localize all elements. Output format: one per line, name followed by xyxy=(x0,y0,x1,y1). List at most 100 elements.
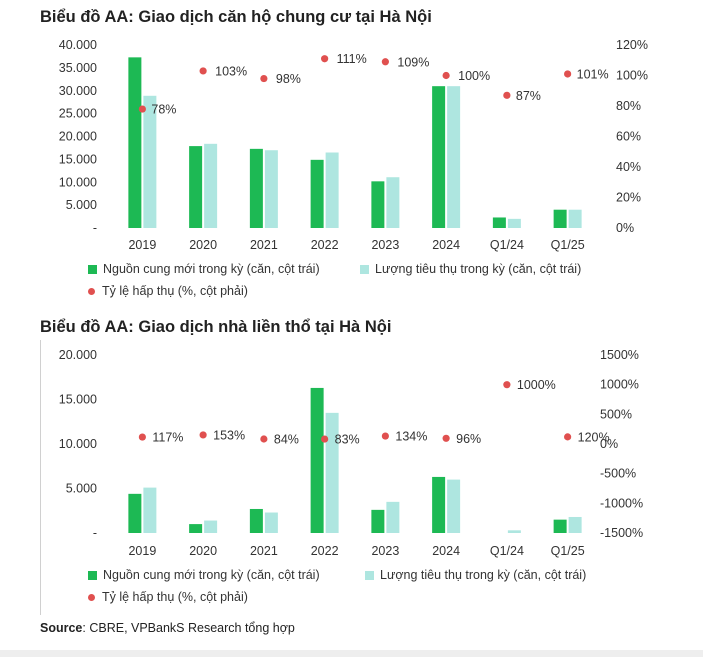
bar-supply xyxy=(553,519,567,533)
bar-sales xyxy=(143,487,157,533)
chart-2-legend-sales: Lượng tiêu thụ trong kỳ (căn, cột trái) xyxy=(365,568,586,582)
legend-label-sales: Lượng tiêu thụ trong kỳ (căn, cột trái) xyxy=(375,262,582,276)
x-tick-label: 2019 xyxy=(128,544,156,558)
chart-1-legend-supply: Nguồn cung mới trong kỳ (căn, cột trái) xyxy=(88,262,320,276)
legend-swatch-sales xyxy=(365,570,374,580)
x-tick-label: Q1/24 xyxy=(490,238,524,252)
y-tick-label: 15.000 xyxy=(59,152,97,166)
y2-tick-label: 0% xyxy=(600,437,618,451)
bar-supply xyxy=(310,159,324,228)
rate-data-label: 117% xyxy=(152,431,183,445)
rate-point xyxy=(442,434,450,442)
legend-swatch-rate xyxy=(88,287,95,295)
chart-1-legend-rate: Tỷ lệ hấp thụ (%, cột phải) xyxy=(88,284,248,298)
y-tick-label: 35.000 xyxy=(59,61,97,75)
rate-data-label: 101% xyxy=(577,67,609,81)
legend-label-rate: Tỷ lệ hấp thụ (%, cột phải) xyxy=(102,284,248,298)
rate-point xyxy=(199,431,207,439)
y2-tick-label: 500% xyxy=(600,407,632,421)
rate-data-label: 153% xyxy=(213,428,245,442)
bar-sales xyxy=(568,516,582,533)
bar-supply xyxy=(310,387,324,533)
legend-label-rate: Tỷ lệ hấp thụ (%, cột phải) xyxy=(102,590,248,604)
y-tick-label: - xyxy=(93,221,97,235)
bar-supply xyxy=(553,209,567,228)
bar-sales xyxy=(264,512,278,533)
legend-swatch-rate xyxy=(88,593,95,601)
bar-supply xyxy=(128,57,142,228)
bar-sales xyxy=(325,152,339,228)
rate-data-label: 84% xyxy=(274,433,299,447)
chart-2-legend-rate: Tỷ lệ hấp thụ (%, cột phải) xyxy=(88,590,248,604)
y-tick-label: 30.000 xyxy=(59,84,97,98)
rate-data-label: 103% xyxy=(215,64,247,78)
x-tick-label: Q1/25 xyxy=(551,238,585,252)
bar-supply xyxy=(189,146,203,228)
bar-supply xyxy=(128,493,142,533)
rate-point xyxy=(321,55,329,63)
rate-data-label: 134% xyxy=(395,430,427,444)
divider-line xyxy=(40,340,41,615)
x-tick-label: Q1/24 xyxy=(490,544,524,558)
y2-tick-label: 40% xyxy=(616,160,641,174)
rate-point xyxy=(321,435,329,443)
rate-data-label: 111% xyxy=(337,52,367,66)
rate-data-label: 83% xyxy=(335,433,360,447)
rate-point xyxy=(138,433,146,441)
bar-sales xyxy=(507,218,521,228)
rate-point xyxy=(564,433,572,441)
x-tick-label: 2020 xyxy=(189,544,217,558)
bar-supply xyxy=(371,509,385,533)
bar-supply xyxy=(189,524,203,533)
legend-label-sales: Lượng tiêu thụ trong kỳ (căn, cột trái) xyxy=(380,568,587,582)
rate-point xyxy=(199,67,207,75)
bar-supply xyxy=(432,86,446,228)
chart-2-legend-supply: Nguồn cung mới trong kỳ (căn, cột trái) xyxy=(88,568,320,582)
y-tick-label: 20.000 xyxy=(59,348,97,362)
source-label: Source xyxy=(40,621,83,635)
chart-1-legend-sales: Lượng tiêu thụ trong kỳ (căn, cột trái) xyxy=(360,262,581,276)
y2-tick-label: 0% xyxy=(616,221,634,235)
source-text: : CBRE, VPBankS Research tổng hợp xyxy=(82,621,295,635)
bar-sales xyxy=(447,479,461,533)
rate-point xyxy=(381,432,389,440)
bottom-bar xyxy=(0,650,703,657)
y2-tick-label: 1000% xyxy=(600,378,639,392)
rate-data-label: 78% xyxy=(151,103,176,117)
y2-tick-label: 120% xyxy=(616,38,648,52)
rate-data-label: 96% xyxy=(456,432,481,446)
bar-supply xyxy=(249,508,263,533)
y2-tick-label: 20% xyxy=(616,191,641,205)
y2-tick-label: 1500% xyxy=(600,348,639,362)
bar-sales xyxy=(325,412,339,533)
x-tick-label: 2024 xyxy=(432,544,460,558)
x-tick-label: Q1/25 xyxy=(551,544,585,558)
bar-sales xyxy=(204,520,218,533)
legend-label-supply: Nguồn cung mới trong kỳ (căn, cột trái) xyxy=(103,262,320,276)
rate-point xyxy=(442,71,450,80)
legend-label-supply: Nguồn cung mới trong kỳ (căn, cột trái) xyxy=(103,568,320,582)
rate-point xyxy=(503,91,511,99)
x-tick-label: 2021 xyxy=(250,238,278,252)
x-tick-label: 2022 xyxy=(311,238,339,252)
chart-2-title: Biểu đồ AA: Giao dịch nhà liền thổ tại H… xyxy=(40,318,392,336)
bar-sales xyxy=(204,143,218,228)
y2-tick-label: 60% xyxy=(616,130,641,144)
x-tick-label: 2022 xyxy=(311,544,339,558)
rate-data-label: 1000% xyxy=(517,378,556,392)
y-tick-label: - xyxy=(93,526,97,540)
x-tick-label: 2023 xyxy=(371,544,399,558)
legend-swatch-supply xyxy=(88,570,97,580)
rate-data-label: 98% xyxy=(276,72,301,86)
y-tick-label: 15.000 xyxy=(59,393,97,407)
y2-tick-label: -500% xyxy=(600,467,636,481)
rate-point xyxy=(260,74,268,83)
bar-sales xyxy=(507,530,521,533)
bar-sales xyxy=(143,95,157,228)
x-tick-label: 2020 xyxy=(189,238,217,252)
bar-sales xyxy=(386,177,400,228)
bar-supply xyxy=(432,476,446,533)
y2-tick-label: 80% xyxy=(616,99,641,113)
rate-point xyxy=(564,70,572,78)
rate-point xyxy=(260,435,268,443)
